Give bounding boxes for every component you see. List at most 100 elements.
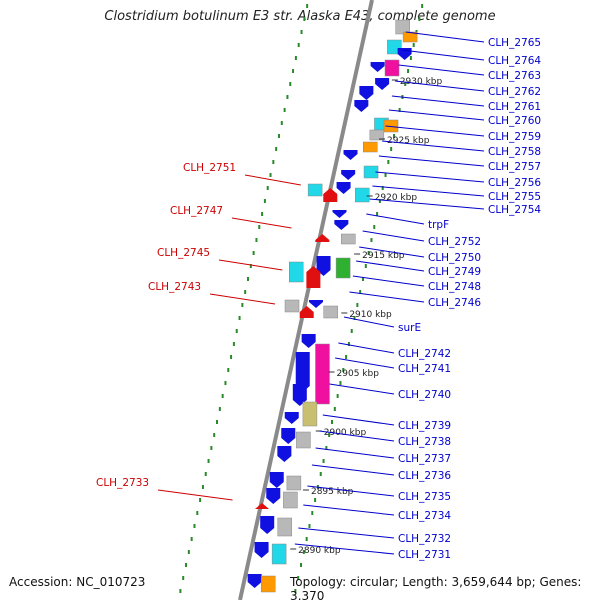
forward-gene-label[interactable]: CLH_2757 xyxy=(488,161,541,173)
genome-backbone xyxy=(238,0,374,600)
outer-dotted-track xyxy=(216,420,219,424)
inner-dotted-track xyxy=(421,4,424,8)
forward-gene-label[interactable]: CLH_2752 xyxy=(428,236,481,248)
forward-gene-label[interactable]: CLH_2756 xyxy=(488,177,541,189)
label-leader-line xyxy=(382,140,485,152)
forward-gene-label[interactable]: CLH_2731 xyxy=(398,549,451,561)
scale-tick-label: 2925 kbp xyxy=(387,136,430,146)
outer-dotted-track xyxy=(275,147,278,151)
forward-gene-label[interactable]: CLH_2735 xyxy=(398,491,451,503)
inner-dotted-track xyxy=(404,82,407,86)
inner-dotted-track xyxy=(314,498,317,502)
inner-dotted-track xyxy=(376,212,379,216)
forward-gene-label[interactable]: CLH_2742 xyxy=(398,348,451,360)
outer-dotted-track xyxy=(297,43,300,47)
inner-dotted-track xyxy=(387,160,390,164)
label-leader-line xyxy=(352,275,425,287)
outer-dotted-track xyxy=(277,134,280,138)
forward-gene-arrow xyxy=(334,220,349,230)
forward-gene-label[interactable]: CLH_2761 xyxy=(488,101,541,113)
forward-gene-label[interactable]: CLH_2741 xyxy=(398,363,451,375)
outer-dotted-track xyxy=(252,251,255,255)
forward-gene-label[interactable]: CLH_2763 xyxy=(488,70,541,82)
forward-gene-label[interactable]: CLH_2732 xyxy=(398,533,451,545)
forward-gene-label[interactable]: CLH_2739 xyxy=(398,420,451,432)
inner-dotted-track xyxy=(381,186,384,190)
forward-gene-label[interactable]: CLH_2759 xyxy=(488,131,541,143)
gene-block xyxy=(296,431,311,449)
gene-block xyxy=(369,129,385,141)
inner-dotted-track xyxy=(302,550,305,554)
label-leader-line xyxy=(366,213,425,225)
forward-gene-label[interactable]: CLH_2765 xyxy=(488,37,541,49)
forward-gene-label[interactable]: CLH_2734 xyxy=(398,510,451,522)
forward-gene-label[interactable]: CLH_2737 xyxy=(398,453,451,465)
reverse-gene-label[interactable]: CLH_2745 xyxy=(157,247,210,259)
gene-block xyxy=(260,575,276,593)
forward-gene-label[interactable]: CLH_2738 xyxy=(398,436,451,448)
inner-dotted-track xyxy=(373,225,376,229)
scale-tick-label: 2905 kbp xyxy=(337,369,380,379)
inner-dotted-track xyxy=(331,420,334,424)
gene-block xyxy=(383,119,399,133)
forward-gene-arrow xyxy=(260,516,275,534)
forward-gene-arrow xyxy=(292,384,307,406)
scale-tick-label: 2910 kbp xyxy=(349,310,392,320)
label-leader-line xyxy=(209,293,276,305)
outer-dotted-track xyxy=(182,576,185,580)
gene-block xyxy=(395,19,410,35)
label-leader-line xyxy=(338,342,395,354)
reverse-gene-label[interactable]: CLH_2751 xyxy=(183,162,236,174)
forward-gene-arrow xyxy=(301,334,316,348)
forward-gene-label[interactable]: CLH_2740 xyxy=(398,389,451,401)
label-leader-line xyxy=(388,109,485,121)
forward-gene-label[interactable]: CLH_2764 xyxy=(488,55,541,67)
outer-dotted-track xyxy=(227,368,230,372)
reverse-gene-arrow xyxy=(315,234,330,242)
forward-gene-arrow xyxy=(397,48,412,60)
gene-block xyxy=(362,141,378,153)
inner-dotted-track xyxy=(308,524,311,528)
forward-gene-label[interactable]: CLH_2758 xyxy=(488,146,541,158)
forward-gene-arrow xyxy=(295,352,310,392)
outer-dotted-track xyxy=(292,69,295,73)
label-leader-line xyxy=(322,414,395,426)
forward-gene-label[interactable]: CLH_2755 xyxy=(488,191,541,203)
forward-gene-label[interactable]: CLH_2736 xyxy=(398,470,451,482)
forward-gene-label[interactable]: CLH_2746 xyxy=(428,297,481,309)
forward-gene-label[interactable]: trpF xyxy=(428,219,449,231)
forward-gene-label[interactable]: surE xyxy=(398,322,421,334)
reverse-gene-label[interactable]: CLH_2747 xyxy=(170,205,223,217)
inner-dotted-track xyxy=(356,303,359,307)
outer-dotted-track xyxy=(258,225,261,229)
forward-gene-label[interactable]: CLH_2749 xyxy=(428,266,481,278)
reverse-gene-label[interactable]: CLH_2743 xyxy=(148,281,201,293)
reverse-gene-label[interactable]: CLH_2733 xyxy=(96,477,149,489)
forward-gene-arrow xyxy=(375,78,390,90)
inner-dotted-track xyxy=(311,511,314,515)
forward-gene-arrow xyxy=(370,62,385,72)
gene-block xyxy=(341,233,356,245)
label-leader-line xyxy=(319,430,395,442)
outer-dotted-track xyxy=(241,303,244,307)
forward-gene-label[interactable]: CLH_2762 xyxy=(488,86,541,98)
forward-gene-label[interactable]: CLH_2760 xyxy=(488,115,541,127)
label-leader-line xyxy=(244,174,301,186)
forward-gene-arrow xyxy=(254,542,269,558)
forward-gene-label[interactable]: CLH_2754 xyxy=(488,204,541,216)
inner-dotted-track xyxy=(294,589,297,593)
forward-gene-label[interactable]: CLH_2750 xyxy=(428,252,481,264)
gene-block xyxy=(286,475,302,491)
inner-dotted-track xyxy=(305,537,308,541)
scale-tick-label: 2890 kbp xyxy=(298,546,341,556)
forward-gene-label[interactable]: CLH_2748 xyxy=(428,281,481,293)
gene-block xyxy=(271,543,287,565)
label-leader-line xyxy=(356,260,425,272)
label-leader-line xyxy=(391,95,485,107)
reverse-gene-arrow xyxy=(299,306,314,318)
outer-dotted-track xyxy=(244,290,247,294)
label-leader-line xyxy=(343,316,395,328)
inner-dotted-track xyxy=(359,290,362,294)
reverse-gene-arrow xyxy=(323,188,338,202)
